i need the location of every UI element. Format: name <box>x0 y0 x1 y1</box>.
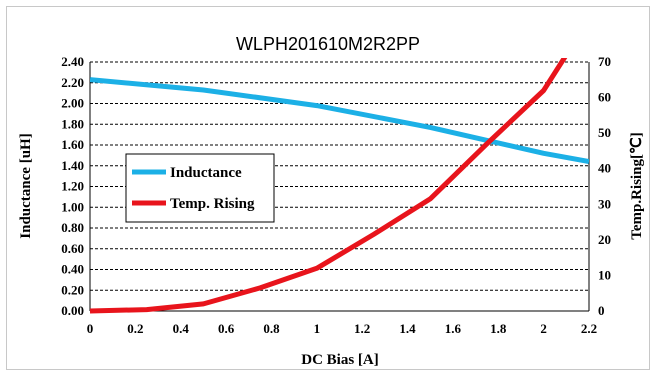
x-tick-label: 0 <box>87 321 94 336</box>
x-tick-label: 0.4 <box>173 321 190 336</box>
legend-box <box>125 153 275 223</box>
y-axis-label-left: Inductance [uH] <box>18 133 34 238</box>
y-left-tick-label: 1.20 <box>61 179 84 194</box>
x-tick-label: 1.6 <box>445 321 462 336</box>
y-left-tick-label: 1.80 <box>61 116 84 131</box>
y-left-tick-label: 0.40 <box>61 262 84 277</box>
x-tick-label: 0.2 <box>127 321 143 336</box>
y-right-tick-label: 10 <box>598 267 611 282</box>
y-right-tick-label: 20 <box>598 232 611 247</box>
x-tick-label: 2 <box>540 321 547 336</box>
legend-label-temp-rising: Temp. Rising <box>170 196 255 212</box>
x-tick-label: 1.4 <box>399 321 416 336</box>
y-left-tick-label: 0.80 <box>61 220 84 235</box>
y-right-tick-label: 50 <box>598 125 611 140</box>
y-right-tick-label: 60 <box>598 90 611 105</box>
tick-labels: 0.000.200.400.600.801.001.201.401.601.80… <box>61 54 611 336</box>
y-left-tick-label: 0.20 <box>61 282 84 297</box>
y-left-tick-label: 0.00 <box>61 303 84 318</box>
y-left-tick-label: 2.40 <box>61 54 84 69</box>
y-left-tick-label: 1.40 <box>61 158 84 173</box>
y-left-tick-label: 2.20 <box>61 75 84 90</box>
y-right-tick-label: 0 <box>598 303 605 318</box>
y-right-tick-label: 30 <box>598 196 611 211</box>
chart-title: WLPH201610M2R2PP <box>236 34 420 54</box>
x-axis-label: DC Bias [A] <box>301 352 379 368</box>
x-tick-label: 1.2 <box>354 321 370 336</box>
x-tick-label: 1 <box>314 321 321 336</box>
y-right-tick-label: 40 <box>598 161 611 176</box>
y-left-tick-label: 0.60 <box>61 241 84 256</box>
series-line-inductance <box>90 77 589 165</box>
x-tick-label: 1.8 <box>490 321 507 336</box>
x-tick-label: 0.8 <box>263 321 280 336</box>
axes <box>89 62 590 312</box>
chart-frame <box>6 6 650 370</box>
legend-label-inductance: Inductance <box>170 165 242 181</box>
y-left-tick-label: 2.00 <box>61 96 84 111</box>
series-lines <box>90 58 589 314</box>
x-tick-label: 2.2 <box>581 321 597 336</box>
x-tick-label: 0.6 <box>218 321 235 336</box>
y-right-tick-label: 70 <box>598 54 611 69</box>
y-left-tick-label: 1.60 <box>61 137 84 152</box>
y-left-tick-label: 1.00 <box>61 199 84 214</box>
legend: Inductance Temp. Rising <box>125 153 275 223</box>
series-line-temp-rising <box>90 58 568 314</box>
y-axis-label-right: Temp.Rising[℃] <box>629 132 645 240</box>
